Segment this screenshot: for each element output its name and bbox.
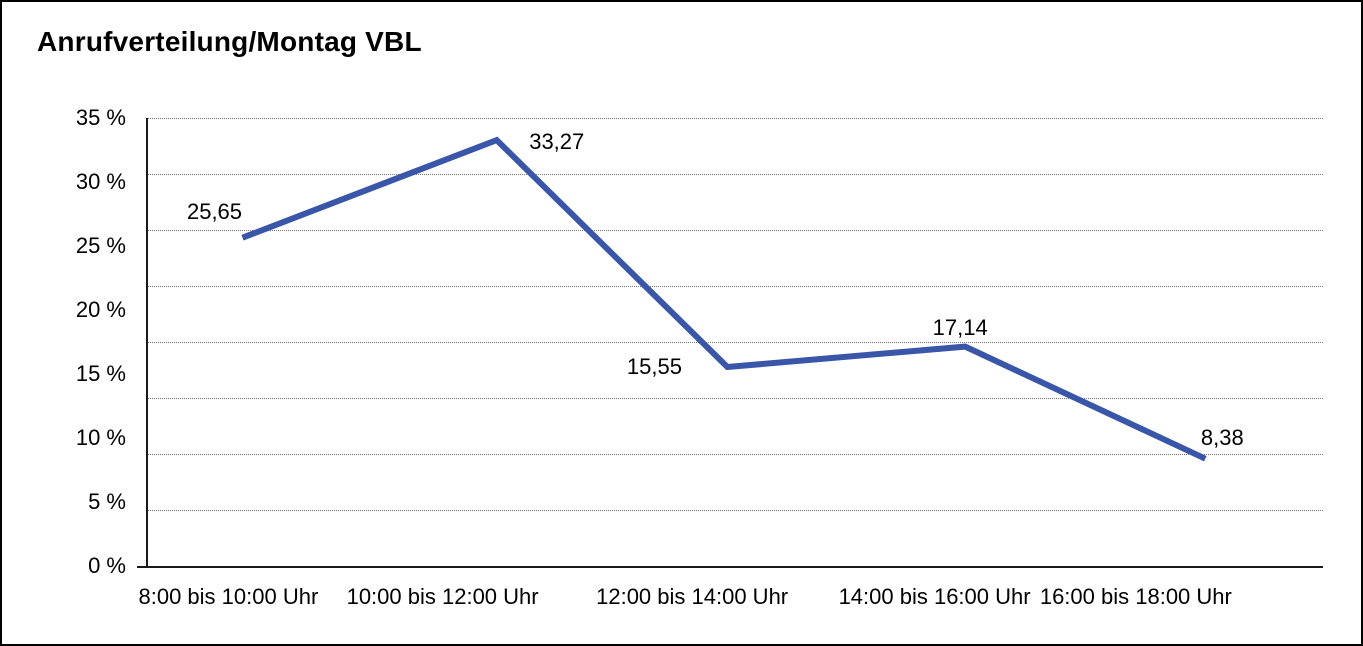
y-tick-label: 5 % [88, 489, 126, 514]
gridline [146, 174, 1323, 175]
y-axis-line [146, 118, 148, 566]
y-tick-label: 0 % [88, 553, 126, 578]
gridline [146, 510, 1323, 511]
data-line [241, 136, 1207, 462]
value-label: 15,55 [626, 353, 682, 379]
y-tick-label: 15 % [75, 361, 126, 386]
x-tick-label: 16:00 bis 18:00 Uhr [1039, 584, 1232, 609]
value-label: 33,27 [529, 129, 585, 155]
x-tick-label: 12:00 bis 14:00 Uhr [596, 584, 789, 609]
x-tick-label: 14:00 bis 16:00 Uhr [838, 584, 1031, 609]
value-label: 8,38 [1200, 424, 1244, 450]
gridline [146, 286, 1323, 287]
x-tick-label: 8:00 bis 10:00 Uhr [138, 584, 319, 609]
y-tick-label: 30 % [75, 169, 126, 194]
chart-title: Anrufverteilung/Montag VBL [37, 26, 422, 57]
x-tick-label: 10:00 bis 12:00 Uhr [346, 584, 539, 609]
gridline [146, 342, 1323, 343]
gridline [146, 230, 1323, 231]
gridline [146, 454, 1323, 455]
y-tick-label: 25 % [75, 233, 126, 258]
data-line-svg [241, 136, 1207, 462]
x-axis-line [137, 566, 1323, 568]
y-tick-label: 10 % [75, 425, 126, 450]
gridline [146, 398, 1323, 399]
value-label: 25,65 [186, 198, 243, 224]
y-tick-label: 20 % [75, 297, 126, 322]
value-label: 17,14 [932, 314, 988, 340]
gridline [146, 118, 1323, 119]
y-tick-label: 35 % [75, 105, 126, 130]
plot-area: 35 % 30 % 25 % 20 % 15 % 10 % 5 % 0 % 8:00 bis … [76, 105, 1323, 609]
